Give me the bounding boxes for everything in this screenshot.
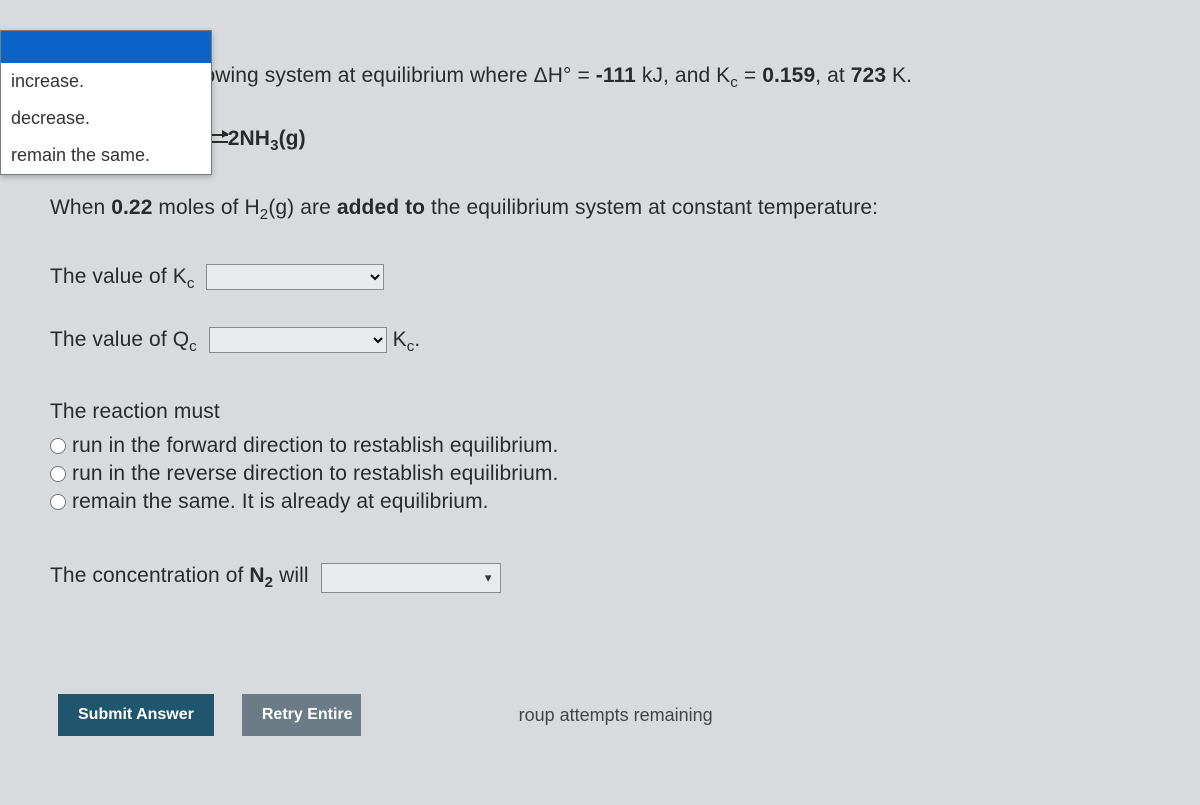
reaction-equation: N2(g) + 3H2(g) 2NH3(g) bbox=[50, 123, 1150, 158]
kc-question-row: The value of Kc bbox=[50, 261, 1150, 296]
kc-at: , at bbox=[815, 64, 851, 87]
perturbation-text: When 0.22 moles of H2(g) are added to th… bbox=[50, 192, 1150, 227]
dropdown-option-decrease[interactable]: decrease. bbox=[1, 100, 211, 137]
radio-same-label: remain the same. It is already at equili… bbox=[72, 490, 489, 514]
qc-question-row: The value of Qc Kc. bbox=[50, 324, 1150, 359]
kc-value: 0.159 bbox=[762, 64, 815, 87]
concentration-dropdown-list[interactable]: increase. decrease. remain the same. bbox=[0, 30, 212, 175]
submit-answer-button[interactable]: Submit Answer bbox=[58, 694, 214, 736]
dropdown-option-same[interactable]: remain the same. bbox=[1, 137, 211, 174]
attempts-remaining-text: roup attempts remaining bbox=[519, 705, 713, 726]
retry-group-button[interactable]: Retry Entire bbox=[242, 694, 361, 736]
concentration-row: The concentration of N2 will ▾ bbox=[50, 560, 1150, 595]
kc-sub: c bbox=[730, 74, 738, 91]
radio-reverse[interactable] bbox=[50, 466, 66, 482]
chevron-down-icon: ▾ bbox=[485, 568, 492, 588]
reaction-prompt: The reaction must bbox=[50, 396, 1150, 428]
temp-suffix: K. bbox=[886, 64, 912, 87]
dropdown-option-increase[interactable]: increase. bbox=[1, 63, 211, 100]
radio-option-same[interactable]: remain the same. It is already at equili… bbox=[50, 490, 1150, 514]
action-button-row: Submit Answer Retry Entire roup attempts… bbox=[58, 694, 713, 736]
problem-intro: Consider the following system at equilib… bbox=[50, 60, 1150, 95]
radio-same[interactable] bbox=[50, 494, 66, 510]
qc-select[interactable] bbox=[209, 327, 387, 353]
radio-option-forward[interactable]: run in the forward direction to restabli… bbox=[50, 434, 1150, 458]
dH-value: -111 bbox=[596, 64, 636, 87]
radio-reverse-label: run in the reverse direction to restabli… bbox=[72, 462, 558, 486]
kc-eq: = bbox=[738, 64, 762, 87]
radio-forward-label: run in the forward direction to restabli… bbox=[72, 434, 558, 458]
radio-forward[interactable] bbox=[50, 438, 66, 454]
temp-value: 723 bbox=[851, 64, 886, 87]
dropdown-option-blank[interactable] bbox=[1, 31, 211, 63]
dH-unit: kJ, and K bbox=[636, 64, 730, 87]
concentration-select[interactable]: ▾ bbox=[321, 563, 501, 593]
kc-select[interactable] bbox=[206, 264, 384, 290]
radio-option-reverse[interactable]: run in the reverse direction to restabli… bbox=[50, 462, 1150, 486]
